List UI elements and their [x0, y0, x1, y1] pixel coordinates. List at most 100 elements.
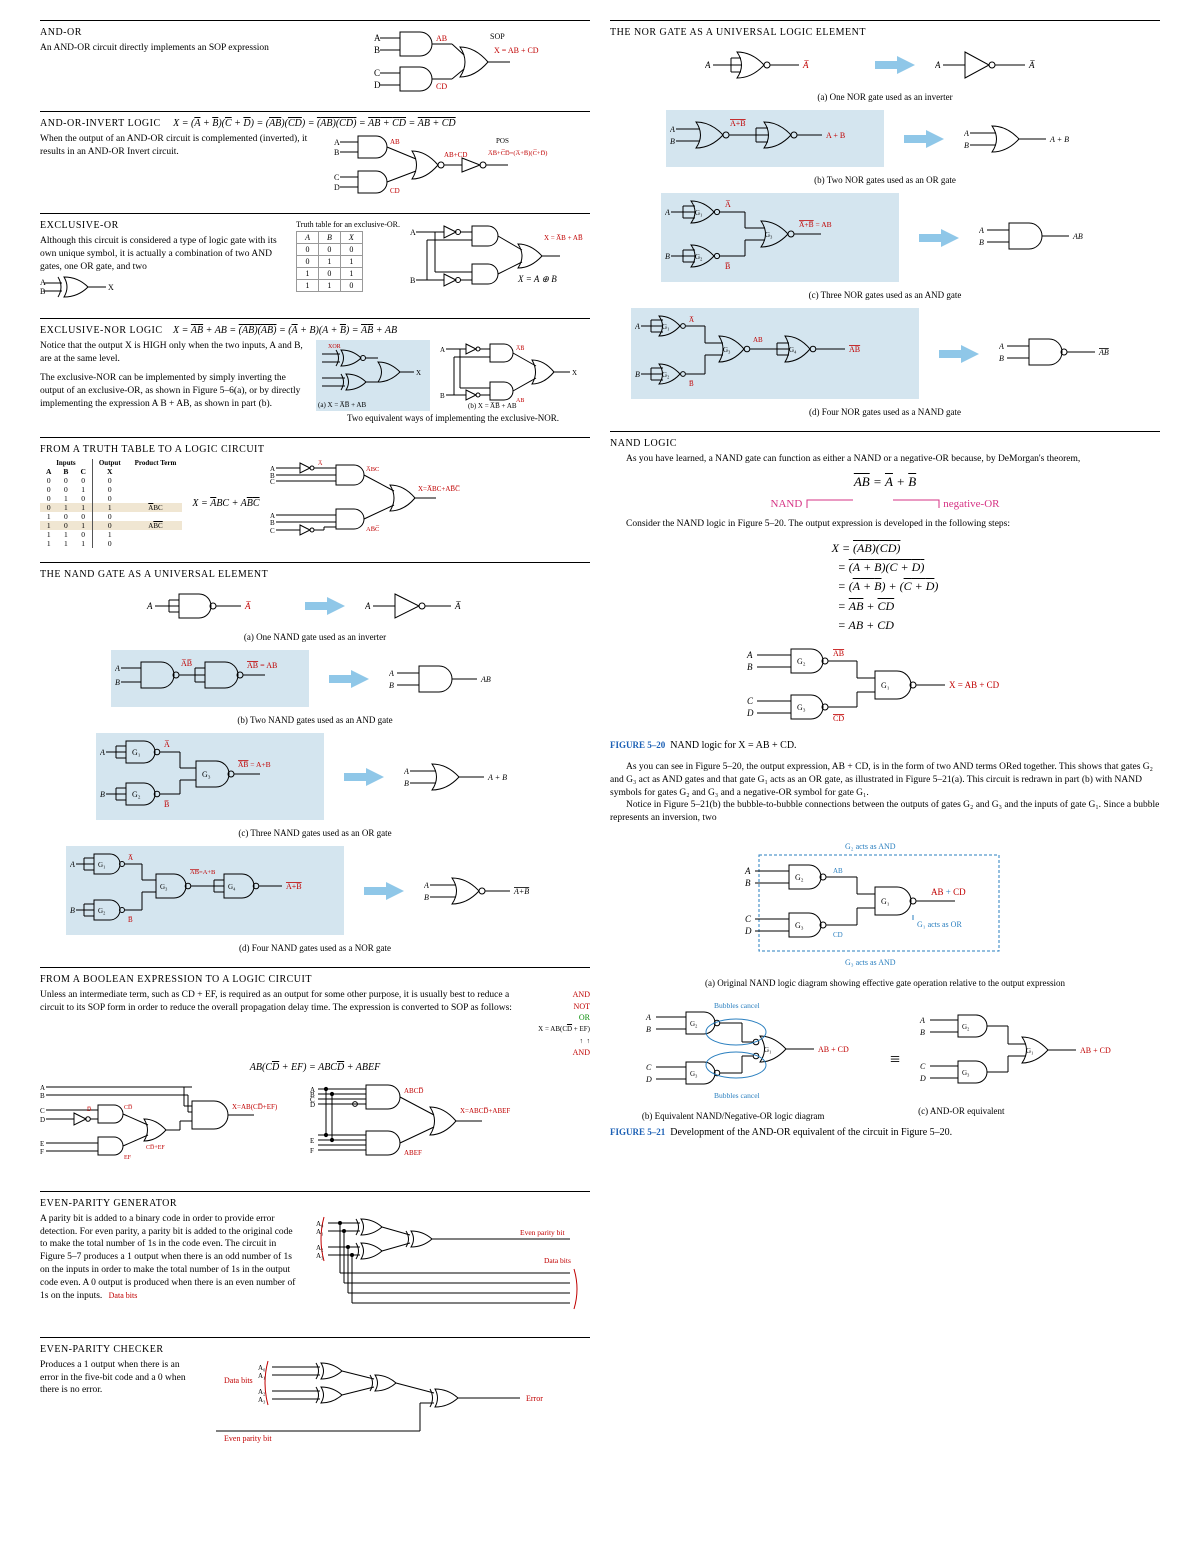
boolexpr-eq: AB(CD + EF) = ABCD + ABEF [40, 1062, 590, 1073]
text-and-or: An AND-OR circuit directly implements an… [40, 42, 360, 55]
svg-text:B: B [374, 45, 380, 55]
diagram-paritychk: A₀A₁ A₂A₃ Data bits Even parity bit Erro… [200, 1359, 560, 1451]
svg-text:G₂: G₂ [797, 657, 806, 666]
svg-text:A₁: A₁ [258, 1372, 266, 1380]
svg-text:A̅B̅: A̅B̅ [181, 659, 192, 668]
svg-text:A̅B̅=A+B: A̅B̅=A+B [190, 869, 216, 876]
nor-a-cap: (a) One NOR gate used as an inverter [610, 92, 1160, 102]
svg-text:B: B [424, 893, 429, 902]
section-xor: EXCLUSIVE-OR Although this circuit is co… [40, 213, 590, 314]
svg-text:G₃: G₃ [202, 770, 211, 779]
svg-text:CD: CD [436, 82, 447, 91]
section-nandlogic: NAND LOGIC As you have learned, a NAND g… [610, 431, 1160, 1148]
svg-text:ABEF: ABEF [404, 1149, 422, 1157]
svg-text:B: B [999, 354, 1004, 363]
svg-text:A: A [389, 669, 394, 678]
svg-text:A: A [670, 125, 675, 134]
svg-text:A: A [374, 33, 381, 43]
svg-text:C: C [646, 1063, 652, 1072]
text-xor: Although this circuit is considered a ty… [40, 235, 286, 273]
fig521a-cap: (a) Original NAND logic diagram showing … [610, 978, 1160, 988]
nor-c-left: AB G₁G₂G₃ A̅B̅ A̅+B̅ = AB [665, 197, 895, 275]
svg-text:X = A ⊕ B: X = A ⊕ B [517, 274, 557, 284]
diagram-fig520: AB CD G₂G₃G₁ AB CD X = AB + CD [745, 643, 1025, 733]
svg-text:A̅B̅ = A+B: A̅B̅ = A+B [238, 760, 271, 769]
text-boolexpr: Unless an intermediate term, such as CD … [40, 990, 512, 1013]
svg-text:AB: AB [833, 867, 843, 875]
svg-text:F: F [310, 1147, 314, 1155]
svg-text:AB+CD: AB+CD [444, 151, 467, 159]
svg-text:A̅+B̅ = AB: A̅+B̅ = AB [799, 220, 832, 229]
svg-text:G₂: G₂ [98, 907, 106, 915]
arrow-icon [305, 597, 345, 615]
fig521-caption: FIGURE 5–21 Development of the AND-OR eq… [610, 1127, 1160, 1138]
nandlogic-p3: As you can see in Figure 5–20, the outpu… [610, 761, 1160, 799]
diagram-fig521c: AB CD G₂G₃G₁ AB + CD [918, 1003, 1128, 1103]
svg-text:C: C [270, 527, 275, 535]
title-paritychk: EVEN-PARITY CHECKER [40, 1344, 590, 1355]
svg-text:A₀: A₀ [258, 1364, 266, 1372]
title-noruni: THE NOR GATE AS A UNIVERSAL LOGIC ELEMEN… [610, 27, 1160, 38]
svg-text:A̅B̅+C̅D̅=(A̅+B̅)(C̅+D̅): A̅B̅+C̅D̅=(A̅+B̅)(C̅+D̅) [488, 150, 547, 157]
svg-text:B̅: B̅ [725, 262, 731, 271]
svg-text:B: B [334, 148, 339, 157]
arrow-icon [329, 670, 369, 688]
svg-text:C: C [374, 68, 380, 78]
diagram-aoi: AB CD AB CD AB+CD POS A̅B̅+C̅D̅=(A̅+B̅)(… [330, 133, 590, 199]
svg-text:B: B [964, 141, 969, 150]
arrow-icon [875, 56, 915, 74]
svg-text:A₃: A₃ [258, 1396, 266, 1404]
svg-text:B: B [920, 1028, 925, 1037]
svg-text:G₁: G₁ [132, 748, 141, 757]
svg-text:A: A [919, 1016, 925, 1025]
nand-c-left: AB G₁G₂G₃ A̅B̅ A̅B̅ = A+B [100, 737, 320, 813]
svg-text:A + B: A + B [487, 773, 507, 782]
svg-text:A₃: A₃ [316, 1252, 324, 1260]
svg-text:G₃: G₃ [690, 1070, 698, 1078]
diagram-fromtt: ABC ABC A̅ A̅BC AB̅C̅ X=A̅BC+AB̅C̅ [270, 459, 480, 545]
nor-c-cap: (c) Three NOR gates used as an AND gate [610, 290, 1160, 300]
nor-d-left: AB G₁G₂ G₃G₄ A̅B̅ AB AB [635, 312, 915, 392]
expr-tags: AND NOT OR X = AB(CD + EF) ↑ ↑ AND [538, 989, 590, 1057]
svg-text:F: F [40, 1148, 44, 1156]
svg-text:CD̅: CD̅ [124, 1104, 133, 1111]
section-noruni: THE NOR GATE AS A UNIVERSAL LOGIC ELEMEN… [610, 20, 1160, 427]
svg-text:Even parity bit: Even parity bit [520, 1228, 565, 1237]
svg-text:G₁: G₁ [881, 681, 890, 690]
svg-text:A₂: A₂ [258, 1388, 266, 1396]
nandlogic-p4: Notice in Figure 5–21(b) the bubble-to-b… [610, 799, 1160, 825]
svg-text:Bubbles cancel: Bubbles cancel [714, 1091, 760, 1100]
svg-text:A: A [100, 748, 105, 757]
svg-text:G₃ acts as AND: G₃ acts as AND [845, 958, 896, 967]
nand-d-right: AB A+B [424, 868, 564, 914]
svg-text:C: C [40, 1107, 45, 1115]
nand-a-left: A A̅ [145, 588, 285, 624]
svg-text:G₁ acts as OR: G₁ acts as OR [917, 920, 962, 929]
svg-text:A̅: A̅ [725, 200, 731, 209]
svg-text:CD: CD [833, 931, 843, 939]
nor-b-right: AB A + B [964, 116, 1104, 162]
svg-text:A: A [424, 881, 429, 890]
svg-text:Even parity bit: Even parity bit [224, 1434, 272, 1443]
nor-a-left: A A̅ [705, 46, 855, 84]
arrow-icon [364, 882, 404, 900]
title-paritygen: EVEN-PARITY GENERATOR [40, 1198, 590, 1209]
svg-text:A: A [115, 664, 120, 673]
svg-text:B: B [646, 1025, 651, 1034]
svg-text:AB: AB [436, 34, 447, 43]
svg-text:B: B [440, 392, 445, 400]
nand-b-left: AB A̅B̅ A̅B̅ = AB [115, 654, 305, 700]
svg-text:A: A [40, 1084, 45, 1092]
svg-text:CD̅+EF: CD̅+EF [146, 1144, 165, 1151]
label-databits: Data bits [109, 1291, 138, 1300]
svg-text:AB̅C̅: AB̅C̅ [366, 526, 380, 533]
svg-text:E: E [310, 1137, 314, 1145]
svg-text:G₃: G₃ [765, 231, 773, 239]
svg-text:AB + CD: AB + CD [818, 1045, 849, 1054]
svg-text:D: D [744, 926, 752, 936]
svg-text:AB: AB [1098, 348, 1109, 357]
svg-text:D: D [919, 1074, 926, 1083]
xnor-a: XOR X [318, 342, 428, 398]
svg-text:XOR: XOR [328, 344, 341, 350]
svg-text:AB: AB [849, 345, 860, 354]
